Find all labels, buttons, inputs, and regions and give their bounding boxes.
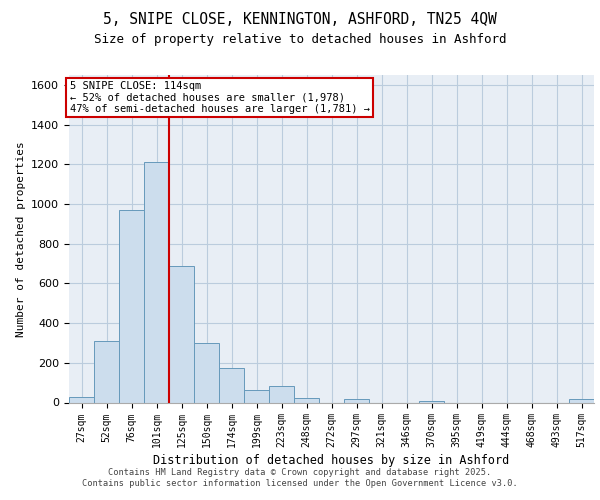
Bar	[419, 400, 444, 402]
Text: 5 SNIPE CLOSE: 114sqm
← 52% of detached houses are smaller (1,978)
47% of semi-d: 5 SNIPE CLOSE: 114sqm ← 52% of detached …	[70, 81, 370, 114]
Bar	[194, 343, 219, 402]
Bar	[269, 386, 294, 402]
Bar	[569, 398, 594, 402]
Text: Size of property relative to detached houses in Ashford: Size of property relative to detached ho…	[94, 32, 506, 46]
Bar	[169, 266, 194, 402]
Y-axis label: Number of detached properties: Number of detached properties	[16, 141, 26, 336]
Bar	[294, 398, 319, 402]
Bar	[94, 341, 119, 402]
X-axis label: Distribution of detached houses by size in Ashford: Distribution of detached houses by size …	[154, 454, 509, 468]
Bar	[344, 398, 369, 402]
Text: 5, SNIPE CLOSE, KENNINGTON, ASHFORD, TN25 4QW: 5, SNIPE CLOSE, KENNINGTON, ASHFORD, TN2…	[103, 12, 497, 28]
Bar	[219, 368, 244, 402]
Bar	[69, 396, 94, 402]
Bar	[244, 390, 269, 402]
Text: Contains HM Land Registry data © Crown copyright and database right 2025.
Contai: Contains HM Land Registry data © Crown c…	[82, 468, 518, 487]
Bar	[144, 162, 169, 402]
Bar	[119, 210, 144, 402]
